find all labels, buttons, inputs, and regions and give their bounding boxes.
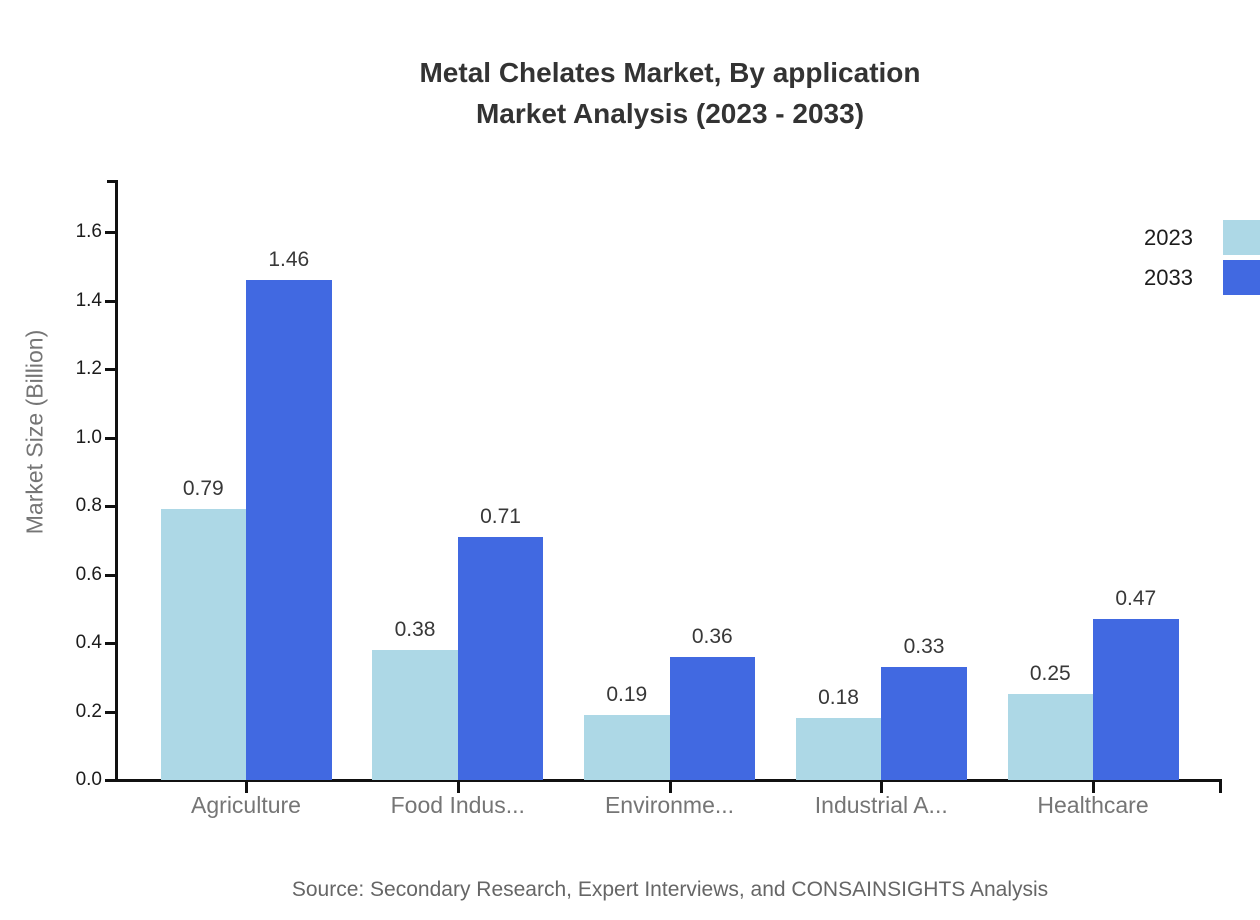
y-tick [105,573,115,577]
y-tick-label: 1.6 [75,221,102,242]
legend-label-2023: 2023 [1144,224,1193,250]
y-tick [105,505,115,508]
x-category-label: Environme... [604,792,735,818]
bar-2033-agriculture [246,279,332,780]
y-tick-label: 0.6 [75,563,102,585]
bar-value-label: 0.71 [480,504,521,528]
bar-2023-healthcare [1007,694,1093,780]
y-tick [105,299,115,303]
bar-value-label: 0.25 [1029,662,1071,686]
bar-value-label: 0.38 [394,617,436,641]
x-category-label: Industrial A... [814,792,948,818]
bar-value-label: 0.18 [818,686,859,710]
source-note: Source: Secondary Research, Expert Inter… [291,878,1049,901]
bar-2023-agriculture [160,509,246,780]
x-tick [668,782,672,793]
bar-value-label: 0.79 [182,477,224,501]
bar-value-label: 0.47 [1115,587,1157,611]
y-tick [105,642,115,645]
bar-2033-food-indus- [457,536,544,780]
legend-label-2033: 2033 [1144,264,1193,290]
x-category-label: Food Indus... [390,792,525,818]
x-tick [880,782,884,793]
bar-2023-food-indus- [372,649,458,780]
bar-value-label: 1.46 [268,247,310,271]
y-tick-label: 1.2 [75,358,102,379]
y-axis-spine [115,180,118,782]
x-tick [456,782,460,793]
x-axis-spine [115,779,1222,782]
x-axis-right-cap [1219,779,1222,793]
bar-2033-environme- [669,656,755,780]
bar-value-label: 0.19 [606,682,648,706]
legend-item-2023: 2023 [1100,220,1260,255]
bar-2033-healthcare [1093,619,1179,780]
bar-2023-environme- [584,714,670,780]
y-tick-label: 0.4 [75,632,102,653]
chart-title: Metal Chelates Market, By application Ma… [419,52,920,134]
y-tick [105,779,115,782]
y-tick-label: 1.0 [75,426,102,448]
legend-swatch-2033 [1223,260,1260,295]
chart-title-line1: Metal Chelates Market, By application [419,57,921,88]
y-axis-top-cap [107,180,118,183]
y-tick [105,368,115,371]
y-tick-label: 1.4 [75,289,102,311]
bar-value-label: 0.33 [903,634,945,658]
bar-2033-industrial-a- [881,666,967,780]
bar-value-label: 0.36 [691,624,733,648]
y-tick [105,710,115,714]
y-tick-label: 0.2 [75,700,102,722]
x-category-label: Healthcare [1037,792,1149,818]
y-tick-label: 0.8 [75,495,102,516]
bar-2023-industrial-a- [795,718,882,780]
x-tick [245,782,248,793]
chart-title-line2: Market Analysis (2023 - 2033) [475,98,865,129]
x-category-label: Agriculture [191,792,301,818]
y-tick [105,231,115,234]
y-tick-label: 0.0 [75,769,102,790]
legend-item-2033: 2033 [1100,260,1260,295]
x-tick [1092,782,1095,793]
y-tick [105,436,115,440]
legend-swatch-2023 [1223,220,1260,255]
